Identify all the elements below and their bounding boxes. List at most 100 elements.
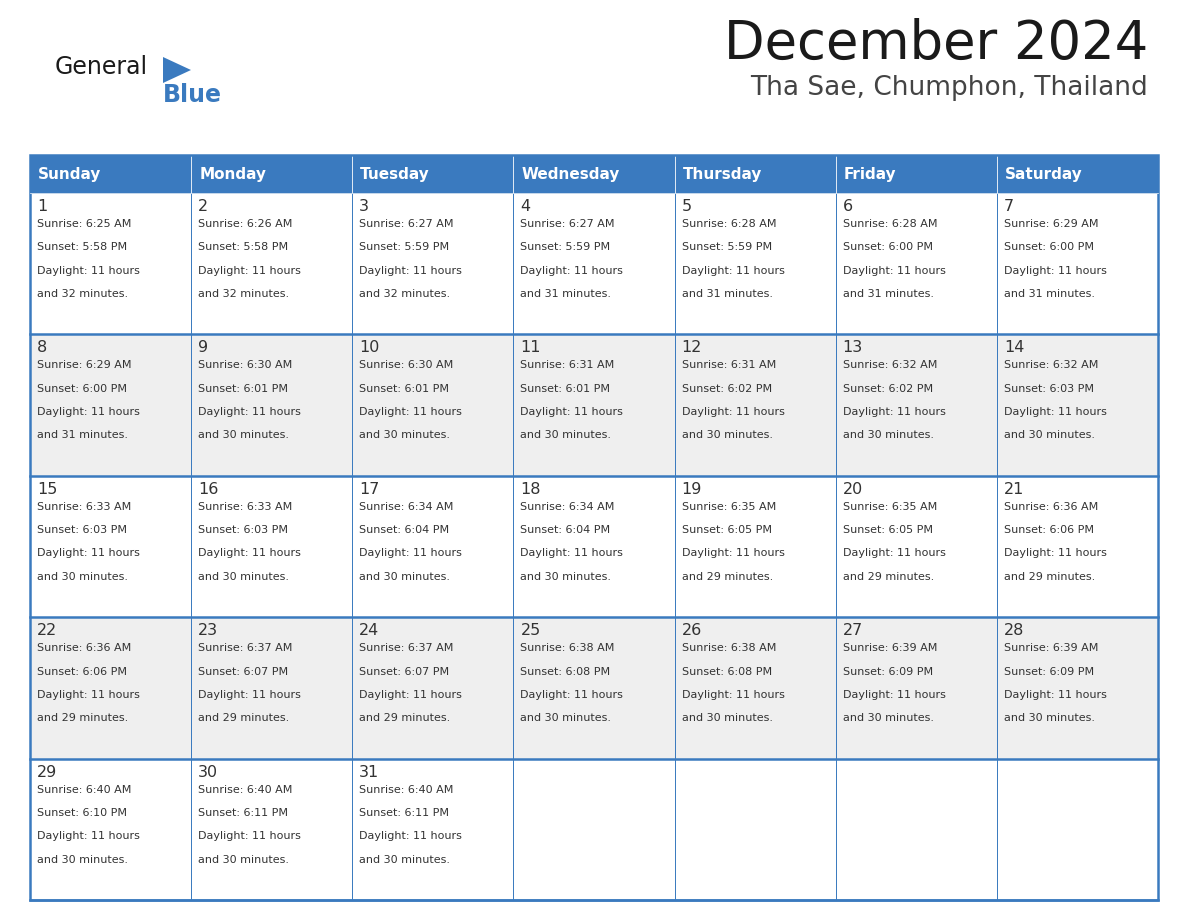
Text: Sunset: 6:00 PM: Sunset: 6:00 PM: [37, 384, 127, 394]
Text: 12: 12: [682, 341, 702, 355]
Text: and 30 minutes.: and 30 minutes.: [198, 572, 289, 582]
Text: 6: 6: [842, 199, 853, 214]
Bar: [997, 334, 1158, 476]
Text: and 30 minutes.: and 30 minutes.: [198, 431, 289, 441]
Bar: [353, 155, 513, 193]
Text: Sunrise: 6:29 AM: Sunrise: 6:29 AM: [1004, 219, 1099, 229]
Text: and 30 minutes.: and 30 minutes.: [520, 572, 612, 582]
Text: 2: 2: [198, 199, 208, 214]
Text: Sunrise: 6:28 AM: Sunrise: 6:28 AM: [682, 219, 776, 229]
Text: Daylight: 11 hours: Daylight: 11 hours: [682, 689, 784, 700]
Text: Sunset: 6:08 PM: Sunset: 6:08 PM: [682, 666, 772, 677]
Text: General: General: [55, 55, 148, 79]
Text: 29: 29: [37, 765, 57, 779]
Text: Sunset: 6:06 PM: Sunset: 6:06 PM: [37, 666, 127, 677]
Text: 4: 4: [520, 199, 531, 214]
Text: and 32 minutes.: and 32 minutes.: [198, 289, 289, 299]
Bar: [513, 334, 675, 476]
Text: Sunset: 6:02 PM: Sunset: 6:02 PM: [842, 384, 933, 394]
Bar: [835, 334, 997, 476]
Bar: [353, 334, 513, 476]
Text: Sunrise: 6:38 AM: Sunrise: 6:38 AM: [682, 644, 776, 654]
Text: Sunset: 6:08 PM: Sunset: 6:08 PM: [520, 666, 611, 677]
Text: Sunrise: 6:33 AM: Sunrise: 6:33 AM: [37, 502, 131, 512]
Text: 21: 21: [1004, 482, 1024, 497]
Text: 10: 10: [359, 341, 380, 355]
Bar: [513, 758, 675, 900]
Bar: [835, 476, 997, 617]
Text: and 30 minutes.: and 30 minutes.: [359, 431, 450, 441]
Text: Sunset: 6:03 PM: Sunset: 6:03 PM: [37, 525, 127, 535]
Text: December 2024: December 2024: [723, 18, 1148, 70]
Bar: [675, 476, 835, 617]
Text: 24: 24: [359, 623, 379, 638]
Text: Daylight: 11 hours: Daylight: 11 hours: [520, 548, 624, 558]
Text: and 30 minutes.: and 30 minutes.: [842, 713, 934, 723]
Text: Sunset: 6:06 PM: Sunset: 6:06 PM: [1004, 525, 1094, 535]
Text: and 29 minutes.: and 29 minutes.: [198, 713, 290, 723]
Text: Daylight: 11 hours: Daylight: 11 hours: [1004, 548, 1107, 558]
Polygon shape: [163, 57, 191, 83]
Text: 20: 20: [842, 482, 862, 497]
Text: Daylight: 11 hours: Daylight: 11 hours: [1004, 689, 1107, 700]
Text: Sunrise: 6:30 AM: Sunrise: 6:30 AM: [198, 361, 292, 370]
Bar: [835, 617, 997, 758]
Text: Tha Sae, Chumphon, Thailand: Tha Sae, Chumphon, Thailand: [751, 75, 1148, 101]
Text: Tuesday: Tuesday: [360, 166, 430, 182]
Text: Daylight: 11 hours: Daylight: 11 hours: [842, 407, 946, 417]
Text: Sunset: 6:07 PM: Sunset: 6:07 PM: [359, 666, 449, 677]
Text: Monday: Monday: [200, 166, 266, 182]
Text: and 30 minutes.: and 30 minutes.: [682, 713, 772, 723]
Text: and 30 minutes.: and 30 minutes.: [198, 855, 289, 865]
Text: 16: 16: [198, 482, 219, 497]
Bar: [30, 758, 191, 900]
Text: Thursday: Thursday: [683, 166, 762, 182]
Text: Sunrise: 6:28 AM: Sunrise: 6:28 AM: [842, 219, 937, 229]
Text: 15: 15: [37, 482, 57, 497]
Text: 25: 25: [520, 623, 541, 638]
Text: Sunset: 6:05 PM: Sunset: 6:05 PM: [842, 525, 933, 535]
Bar: [30, 476, 191, 617]
Text: Daylight: 11 hours: Daylight: 11 hours: [520, 265, 624, 275]
Text: Sunrise: 6:40 AM: Sunrise: 6:40 AM: [198, 785, 292, 795]
Text: Sunset: 6:01 PM: Sunset: 6:01 PM: [198, 384, 289, 394]
Text: Sunrise: 6:37 AM: Sunrise: 6:37 AM: [359, 644, 454, 654]
Text: and 31 minutes.: and 31 minutes.: [842, 289, 934, 299]
Text: Daylight: 11 hours: Daylight: 11 hours: [37, 407, 140, 417]
Text: 14: 14: [1004, 341, 1024, 355]
Bar: [997, 155, 1158, 193]
Text: Sunset: 5:59 PM: Sunset: 5:59 PM: [520, 242, 611, 252]
Bar: [191, 193, 353, 334]
Text: and 30 minutes.: and 30 minutes.: [1004, 431, 1095, 441]
Bar: [675, 334, 835, 476]
Text: 5: 5: [682, 199, 691, 214]
Text: Daylight: 11 hours: Daylight: 11 hours: [359, 832, 462, 841]
Bar: [353, 617, 513, 758]
Text: Sunrise: 6:40 AM: Sunrise: 6:40 AM: [37, 785, 132, 795]
Text: and 32 minutes.: and 32 minutes.: [37, 289, 128, 299]
Text: Wednesday: Wednesday: [522, 166, 620, 182]
Text: Daylight: 11 hours: Daylight: 11 hours: [842, 689, 946, 700]
Text: Sunset: 6:02 PM: Sunset: 6:02 PM: [682, 384, 772, 394]
Bar: [675, 193, 835, 334]
Text: Sunrise: 6:35 AM: Sunrise: 6:35 AM: [682, 502, 776, 512]
Text: Sunset: 5:59 PM: Sunset: 5:59 PM: [359, 242, 449, 252]
Text: Sunset: 6:09 PM: Sunset: 6:09 PM: [842, 666, 933, 677]
Bar: [513, 155, 675, 193]
Text: 9: 9: [198, 341, 208, 355]
Bar: [997, 476, 1158, 617]
Text: Sunset: 6:04 PM: Sunset: 6:04 PM: [359, 525, 449, 535]
Text: Sunset: 6:09 PM: Sunset: 6:09 PM: [1004, 666, 1094, 677]
Bar: [513, 617, 675, 758]
Text: and 31 minutes.: and 31 minutes.: [37, 431, 128, 441]
Text: 13: 13: [842, 341, 862, 355]
Text: Sunset: 6:03 PM: Sunset: 6:03 PM: [1004, 384, 1094, 394]
Text: Sunset: 6:01 PM: Sunset: 6:01 PM: [359, 384, 449, 394]
Text: Sunset: 6:10 PM: Sunset: 6:10 PM: [37, 808, 127, 818]
Text: Sunrise: 6:29 AM: Sunrise: 6:29 AM: [37, 361, 132, 370]
Text: Saturday: Saturday: [1005, 166, 1082, 182]
Bar: [997, 758, 1158, 900]
Bar: [353, 758, 513, 900]
Bar: [835, 758, 997, 900]
Text: Sunrise: 6:25 AM: Sunrise: 6:25 AM: [37, 219, 132, 229]
